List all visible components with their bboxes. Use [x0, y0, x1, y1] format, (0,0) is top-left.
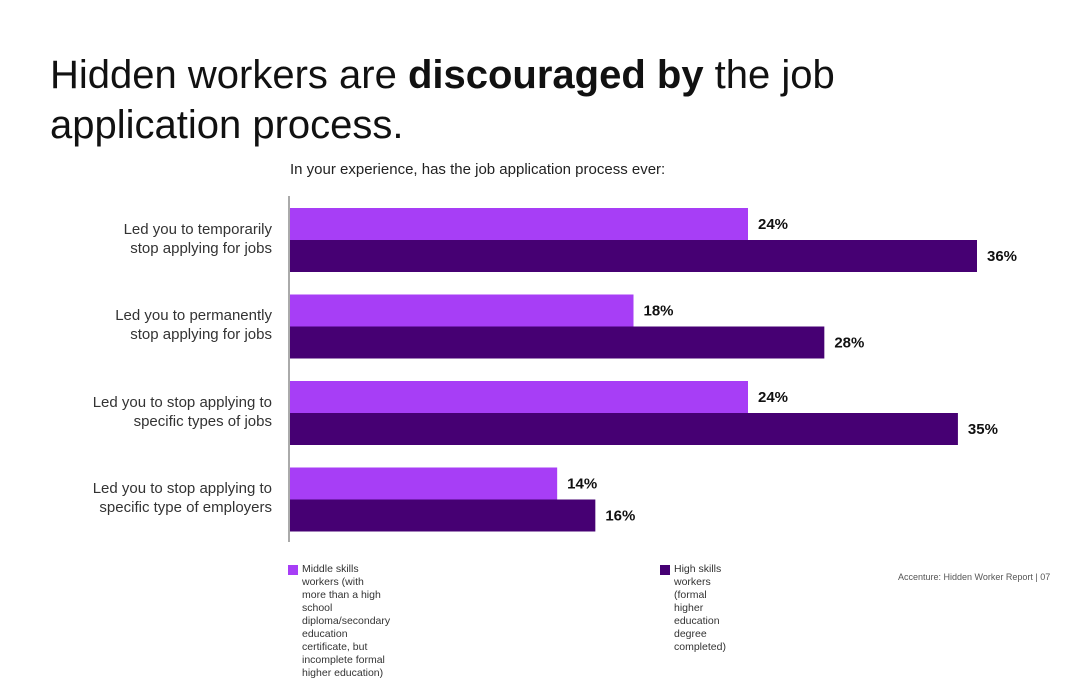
category-label-2-line1: Led you to permanently: [115, 307, 272, 324]
category-label-2-line2: stop applying for jobs: [130, 326, 272, 343]
data-label-high-skills-1: 36%: [987, 248, 1017, 265]
category-label-2: Led you to permanently stop applying for…: [12, 306, 272, 344]
legend-swatch-middle-skills: [288, 565, 298, 575]
data-label-middle-skills-3: 24%: [758, 389, 788, 406]
category-label-3-line1: Led you to stop applying to: [92, 394, 272, 411]
title-part1: Hidden workers are: [50, 53, 408, 97]
title-part2: the job application process.: [50, 53, 835, 147]
category-label-4: Led you to stop applying to specific typ…: [12, 479, 272, 517]
category-label-1-line1: Led you to temporarily: [123, 221, 272, 238]
category-label-4-line1: Led you to stop applying to: [92, 480, 272, 497]
bar-chart: 24% 36% 18% 28% 24% 35% 14% 16%: [288, 196, 1017, 542]
data-label-middle-skills-2: 18%: [644, 303, 674, 320]
bar-high-skills-4: [290, 499, 596, 532]
bar-high-skills-2: [290, 326, 825, 359]
data-label-high-skills-2: 28%: [834, 335, 864, 352]
bar-high-skills-3: [290, 413, 958, 445]
bar-middle-skills-2: [290, 294, 634, 327]
category-label-4-line2: specific type of employers: [99, 499, 272, 516]
bar-middle-skills-1: [290, 208, 748, 240]
category-label-1: Led you to temporarily stop applying for…: [12, 220, 272, 258]
legend-middle-line1: Middle skills workers (with more than a …: [302, 563, 391, 627]
footer-source: Accenture: Hidden Worker Report | 07: [898, 572, 1051, 582]
page-title: Hidden workers are discouraged by the jo…: [50, 50, 1030, 150]
legend-label-middle-skills: Middle skills workers (with more than a …: [302, 563, 390, 680]
category-label-3-line2: specific types of jobs: [133, 413, 272, 430]
legend-middle-line2: education certificate, but incomplete fo…: [302, 628, 385, 679]
legend-label-high-skills: High skills workers (formal higher educa…: [674, 563, 726, 654]
legend-high-line1: High skills workers (formal higher: [674, 563, 722, 614]
data-label-middle-skills-4: 14%: [567, 476, 597, 493]
chart-subtitle: In your experience, has the job applicat…: [290, 161, 666, 178]
legend-high-line2: education degree completed): [674, 615, 726, 653]
category-label-3: Led you to stop applying to specific typ…: [12, 393, 272, 431]
bar-high-skills-1: [290, 240, 977, 272]
data-label-high-skills-3: 35%: [968, 421, 998, 438]
legend-swatch-high-skills: [660, 565, 670, 575]
data-label-high-skills-4: 16%: [605, 508, 635, 525]
category-label-1-line2: stop applying for jobs: [130, 240, 272, 257]
bar-middle-skills-3: [290, 381, 748, 413]
data-label-middle-skills-1: 24%: [758, 216, 788, 233]
bar-middle-skills-4: [290, 467, 558, 500]
title-bold: discouraged by: [407, 53, 704, 97]
